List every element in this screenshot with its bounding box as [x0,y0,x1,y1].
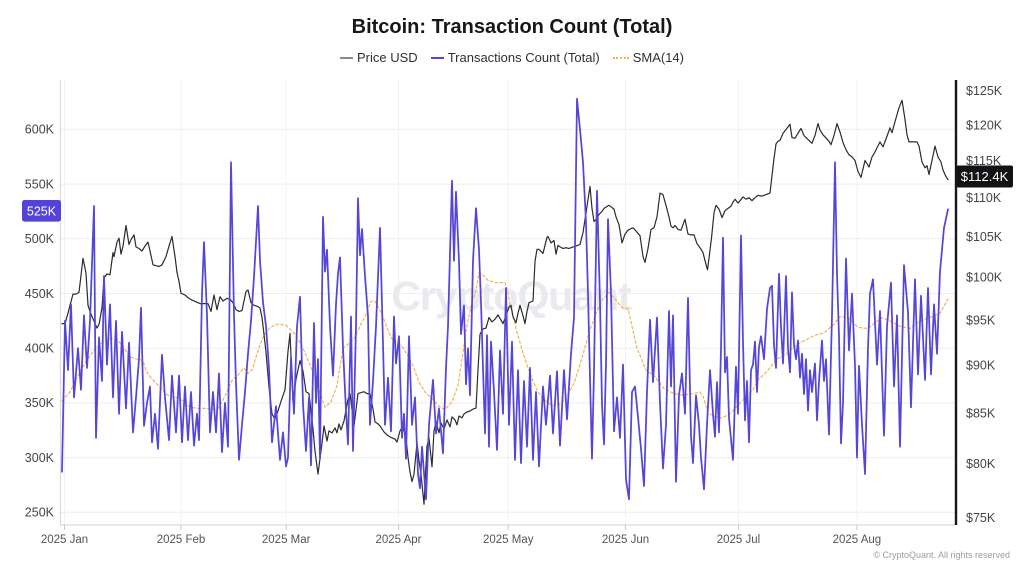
svg-text:$100K: $100K [966,271,1003,285]
svg-text:550K: 550K [25,177,55,191]
svg-text:300K: 300K [25,451,55,465]
svg-text:2025 Mar: 2025 Mar [262,534,311,546]
svg-text:2025 Feb: 2025 Feb [157,534,206,546]
svg-text:$85K: $85K [966,406,996,420]
svg-text:$105K: $105K [966,230,1003,244]
svg-text:$125K: $125K [966,84,1003,98]
svg-text:$112.4K: $112.4K [961,169,1009,184]
svg-text:525K: 525K [27,205,57,219]
svg-text:$95K: $95K [966,313,996,327]
svg-text:350K: 350K [25,396,55,410]
svg-text:$115K: $115K [966,154,1002,168]
svg-text:2025 Jan: 2025 Jan [41,534,88,546]
svg-text:$80K: $80K [966,457,996,471]
svg-text:400K: 400K [25,342,55,356]
svg-text:$75K: $75K [966,511,996,525]
svg-text:$110K: $110K [966,191,1002,205]
svg-text:450K: 450K [25,287,55,301]
svg-text:500K: 500K [25,232,55,246]
svg-text:2025 May: 2025 May [483,534,534,546]
svg-text:600K: 600K [25,123,55,137]
svg-text:$120K: $120K [966,118,1003,132]
svg-text:2025 Jun: 2025 Jun [602,534,649,546]
svg-text:2025 Aug: 2025 Aug [833,534,882,546]
svg-text:2025 Jul: 2025 Jul [717,534,760,546]
svg-text:$90K: $90K [966,359,996,373]
svg-text:250K: 250K [25,506,55,520]
svg-text:2025 Apr: 2025 Apr [375,534,421,546]
